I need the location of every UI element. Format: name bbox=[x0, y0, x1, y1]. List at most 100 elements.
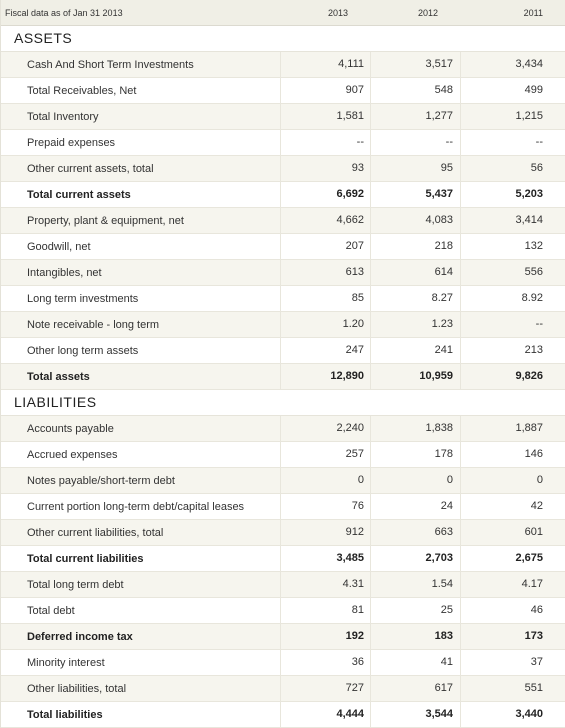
row-value: 1,887 bbox=[460, 416, 565, 441]
row-value: 2,240 bbox=[280, 416, 370, 441]
row-value: 207 bbox=[280, 234, 370, 259]
row-value: 37 bbox=[460, 650, 565, 675]
table-row: Total Receivables, Net 907 548 499 bbox=[1, 78, 565, 104]
row-label: Cash And Short Term Investments bbox=[27, 58, 194, 71]
table-row: Other current assets, total 93 95 56 bbox=[1, 156, 565, 182]
liabilities-rows: Accounts payable 2,240 1,838 1,887 Accrued e… bbox=[1, 416, 565, 728]
row-label: Current portion long-term debt/capital l… bbox=[27, 500, 245, 513]
row-value: 46 bbox=[460, 598, 565, 623]
row-value: 25 bbox=[370, 598, 460, 623]
row-value: 1,277 bbox=[370, 104, 460, 129]
row-value: 907 bbox=[280, 78, 370, 103]
row-label: Other liabilities, total bbox=[27, 682, 127, 695]
table-row: Cash And Short Term Investments 4,111 3,51… bbox=[1, 52, 565, 78]
row-value: 5,437 bbox=[370, 182, 460, 207]
row-value: 3,517 bbox=[370, 52, 460, 77]
row-value: 727 bbox=[280, 676, 370, 701]
row-label: Other current assets, total bbox=[27, 162, 154, 175]
row-value: 173 bbox=[460, 624, 565, 649]
row-value: 56 bbox=[460, 156, 565, 181]
row-value: 0 bbox=[280, 468, 370, 493]
row-value: 247 bbox=[280, 338, 370, 363]
row-value: -- bbox=[370, 130, 460, 155]
row-value: 218 bbox=[370, 234, 460, 259]
row-value: 36 bbox=[280, 650, 370, 675]
table-row: Total debt 81 25 46 bbox=[1, 598, 565, 624]
row-value: 132 bbox=[460, 234, 565, 259]
table-row: Current portion long-term debt/capital l… bbox=[1, 494, 565, 520]
row-value: 551 bbox=[460, 676, 565, 701]
row-value: 85 bbox=[280, 286, 370, 311]
table-header: Fiscal data as of Jan 31 2013 2013 2012 … bbox=[1, 0, 565, 26]
assets-section-title: ASSETS bbox=[1, 26, 565, 52]
row-value: 183 bbox=[370, 624, 460, 649]
row-label: Other long term assets bbox=[27, 344, 139, 357]
table-row: Intangibles, net 613 614 556 bbox=[1, 260, 565, 286]
row-value: 1.23 bbox=[370, 312, 460, 337]
row-label: Total liabilities bbox=[27, 708, 103, 721]
year-column-header: 2013 bbox=[327, 7, 348, 18]
row-value: 601 bbox=[460, 520, 565, 545]
table-row: Total current assets 6,692 5,437 5,203 bbox=[1, 182, 565, 208]
row-value: 178 bbox=[370, 442, 460, 467]
row-value: 93 bbox=[280, 156, 370, 181]
table-row: Total Inventory 1,581 1,277 1,215 bbox=[1, 104, 565, 130]
row-value: -- bbox=[460, 312, 565, 337]
row-value: 5,203 bbox=[460, 182, 565, 207]
row-value: 1,215 bbox=[460, 104, 565, 129]
row-value: 2,703 bbox=[370, 546, 460, 571]
row-value: 41 bbox=[370, 650, 460, 675]
row-value: 614 bbox=[370, 260, 460, 285]
row-label: Total assets bbox=[27, 370, 90, 383]
assets-rows: Cash And Short Term Investments 4,111 3,51… bbox=[1, 52, 565, 390]
row-value: -- bbox=[460, 130, 565, 155]
row-value: 6,692 bbox=[280, 182, 370, 207]
fiscal-date-label: Fiscal data as of Jan 31 2013 bbox=[5, 7, 123, 18]
row-label: Total Receivables, Net bbox=[27, 84, 137, 97]
row-label: Property, plant & equipment, net bbox=[27, 214, 184, 227]
row-value: 3,485 bbox=[280, 546, 370, 571]
row-label: Note receivable - long term bbox=[27, 318, 160, 331]
row-value: 1.54 bbox=[370, 572, 460, 597]
row-value: 4,111 bbox=[280, 52, 370, 77]
row-value: 499 bbox=[460, 78, 565, 103]
table-row: Long term investments 85 8.27 8.92 bbox=[1, 286, 565, 312]
row-label: Accounts payable bbox=[27, 422, 114, 435]
row-value: 257 bbox=[280, 442, 370, 467]
row-value: 1,581 bbox=[280, 104, 370, 129]
row-label: Prepaid expenses bbox=[27, 136, 116, 149]
row-label: Total long term debt bbox=[27, 578, 124, 591]
row-label: Goodwill, net bbox=[27, 240, 91, 253]
table-row: Property, plant & equipment, net 4,662 4,0… bbox=[1, 208, 565, 234]
row-value: 912 bbox=[280, 520, 370, 545]
row-value: 146 bbox=[460, 442, 565, 467]
table-row: Goodwill, net 207 218 132 bbox=[1, 234, 565, 260]
row-label: Accrued expenses bbox=[27, 448, 118, 461]
row-value: 556 bbox=[460, 260, 565, 285]
row-value: 617 bbox=[370, 676, 460, 701]
row-label: Long term investments bbox=[27, 292, 139, 305]
row-value: -- bbox=[280, 130, 370, 155]
year-column-header: 2012 bbox=[417, 7, 438, 18]
row-value: 9,826 bbox=[460, 364, 565, 389]
row-value: 8.27 bbox=[370, 286, 460, 311]
row-value: 0 bbox=[370, 468, 460, 493]
row-value: 42 bbox=[460, 494, 565, 519]
table-row: Other long term assets 247 241 213 bbox=[1, 338, 565, 364]
year-column-header: 2011 bbox=[523, 7, 543, 18]
row-value: 0 bbox=[460, 468, 565, 493]
table-row: Minority interest 36 41 37 bbox=[1, 650, 565, 676]
table-row: Total long term debt 4.31 1.54 4.17 bbox=[1, 572, 565, 598]
row-value: 24 bbox=[370, 494, 460, 519]
row-value: 192 bbox=[280, 624, 370, 649]
row-value: 1.20 bbox=[280, 312, 370, 337]
table-row: Accrued expenses 257 178 146 bbox=[1, 442, 565, 468]
row-value: 613 bbox=[280, 260, 370, 285]
row-value: 4,083 bbox=[370, 208, 460, 233]
table-row: Total assets 12,890 10,959 9,826 bbox=[1, 364, 565, 390]
row-value: 2,675 bbox=[460, 546, 565, 571]
row-label: Total current liabilities bbox=[27, 552, 144, 565]
row-label: Deferred income tax bbox=[27, 630, 133, 643]
row-value: 10,959 bbox=[370, 364, 460, 389]
